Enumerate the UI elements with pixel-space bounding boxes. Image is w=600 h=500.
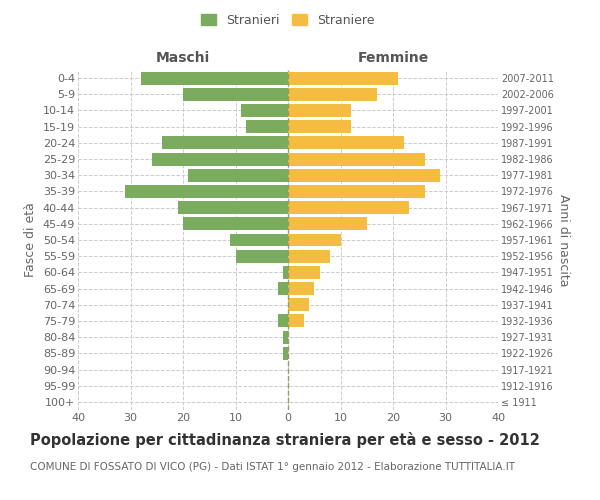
Bar <box>288 298 309 311</box>
Bar <box>230 234 288 246</box>
Y-axis label: Anni di nascita: Anni di nascita <box>557 194 571 286</box>
Bar <box>288 169 440 181</box>
Bar <box>283 266 288 279</box>
Y-axis label: Fasce di età: Fasce di età <box>24 202 37 278</box>
Text: Femmine: Femmine <box>358 51 428 65</box>
Bar <box>288 234 341 246</box>
Bar <box>188 169 288 181</box>
Bar <box>288 250 330 262</box>
Bar <box>183 88 288 101</box>
Bar <box>141 72 288 85</box>
Bar <box>288 201 409 214</box>
Bar <box>288 136 404 149</box>
Text: Popolazione per cittadinanza straniera per età e sesso - 2012: Popolazione per cittadinanza straniera p… <box>30 432 540 448</box>
Bar <box>125 185 288 198</box>
Bar <box>288 218 367 230</box>
Bar <box>162 136 288 149</box>
Legend: Stranieri, Straniere: Stranieri, Straniere <box>196 8 380 32</box>
Bar <box>235 250 288 262</box>
Bar <box>178 201 288 214</box>
Bar <box>183 218 288 230</box>
Bar <box>288 88 377 101</box>
Bar <box>288 152 425 166</box>
Bar <box>288 282 314 295</box>
Bar <box>241 104 288 117</box>
Bar <box>246 120 288 133</box>
Bar <box>288 120 351 133</box>
Bar <box>288 314 304 328</box>
Bar <box>283 330 288 344</box>
Bar <box>288 104 351 117</box>
Text: COMUNE DI FOSSATO DI VICO (PG) - Dati ISTAT 1° gennaio 2012 - Elaborazione TUTTI: COMUNE DI FOSSATO DI VICO (PG) - Dati IS… <box>30 462 515 472</box>
Text: Maschi: Maschi <box>156 51 210 65</box>
Bar <box>288 185 425 198</box>
Bar <box>151 152 288 166</box>
Bar <box>277 282 288 295</box>
Bar <box>277 314 288 328</box>
Bar <box>288 266 320 279</box>
Bar <box>283 347 288 360</box>
Bar <box>288 72 398 85</box>
